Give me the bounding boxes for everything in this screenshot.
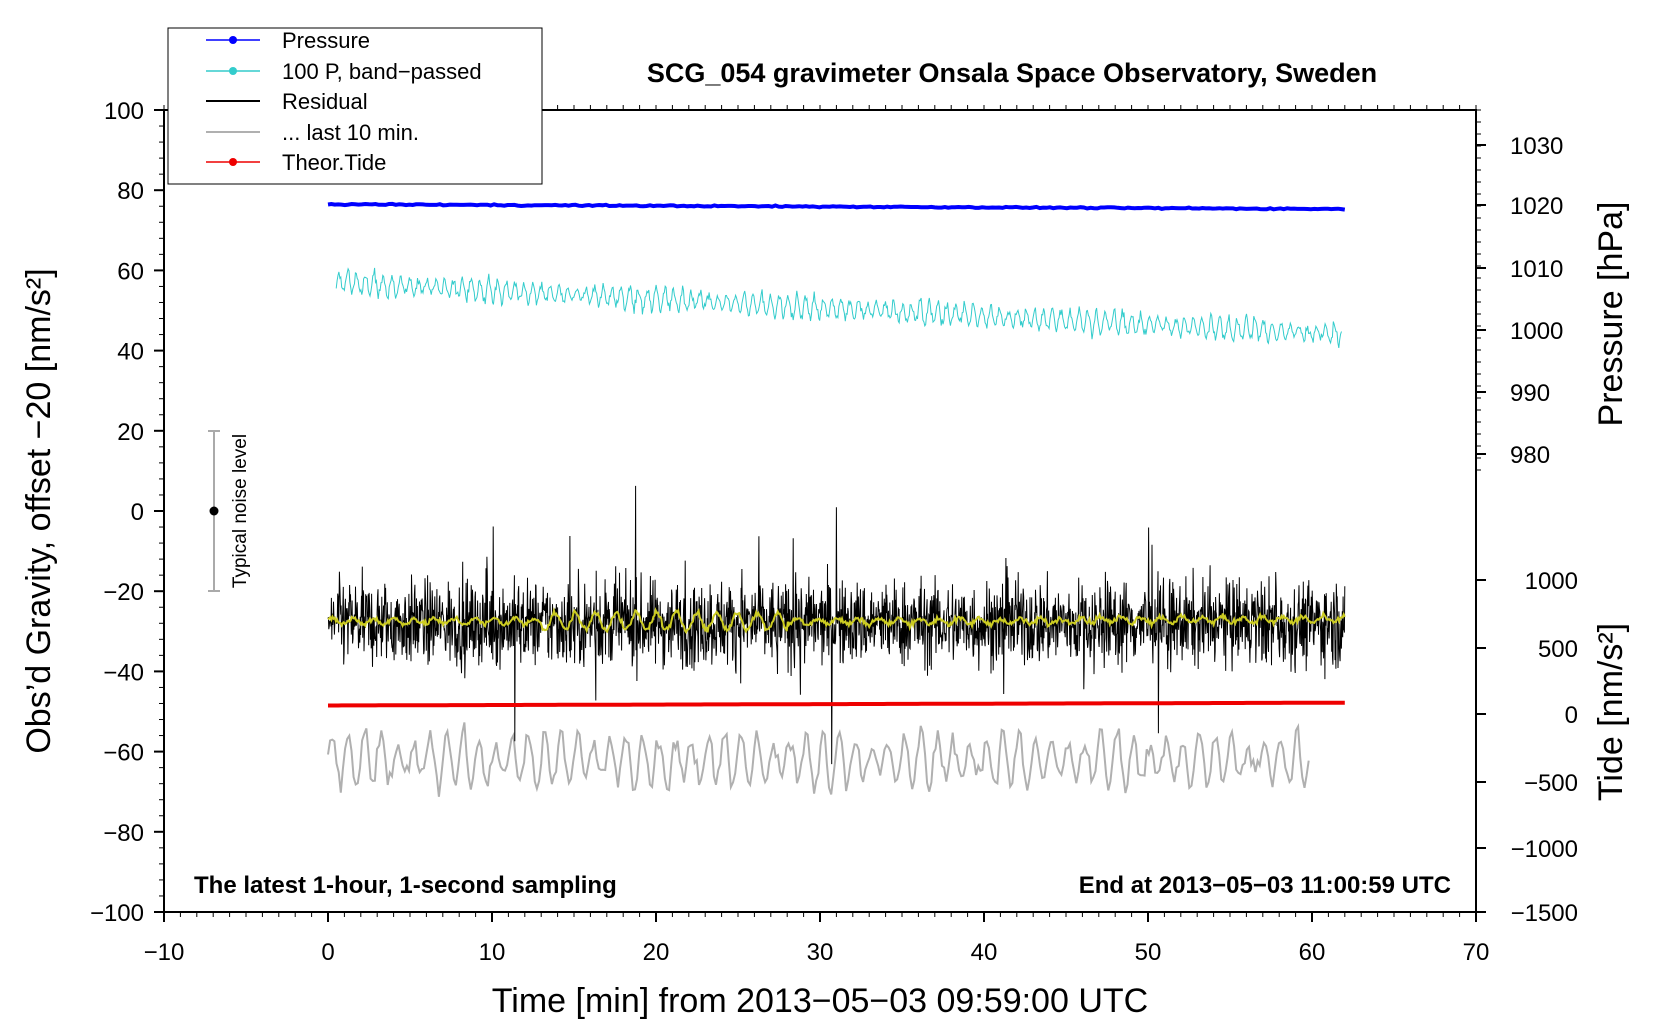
pressure-tick-label: 1030	[1510, 133, 1563, 160]
pressure-axis-title: Pressure [hPa]	[1592, 202, 1630, 427]
x-tick-label: 20	[643, 939, 670, 966]
y-tick-label: 80	[117, 178, 144, 205]
legend-label-last10: ... last 10 min.	[282, 120, 419, 145]
pressure-tick-label: 980	[1510, 442, 1550, 469]
series-residual	[327, 485, 1346, 765]
x-tick-label: 0	[321, 939, 334, 966]
x-tick-label: 30	[807, 939, 834, 966]
y-tick-label: 0	[131, 499, 144, 526]
pressure-tick-label: 1020	[1510, 193, 1563, 220]
legend-label-tide: Theor.Tide	[282, 150, 386, 175]
chart-title: SCG_054 gravimeter Onsala Space Observat…	[647, 58, 1377, 88]
y-tick-label: 60	[117, 258, 144, 285]
y-tick-label: 20	[117, 419, 144, 446]
note-right: End at 2013−05−03 11:00:59 UTC	[1079, 872, 1451, 899]
series-layer	[327, 201, 1346, 797]
legend-item-tide: Theor.Tide	[206, 150, 386, 175]
legend-item-residual: Residual	[206, 89, 368, 114]
x-tick-label: 60	[1299, 939, 1326, 966]
y-tick-label: −60	[103, 740, 144, 767]
y-tick-label: 40	[117, 339, 144, 366]
tide-tick-label: −1500	[1511, 900, 1578, 927]
x-tick-label: 10	[479, 939, 506, 966]
y-tick-label: 100	[104, 98, 144, 125]
note-left: The latest 1-hour, 1-second sampling	[194, 872, 617, 899]
x-tick-label: 40	[971, 939, 998, 966]
tick-layer	[154, 105, 1486, 922]
series-pressure	[327, 201, 1346, 212]
pressure-tick-labels: 1030 1020 1010 1000 990 980	[1510, 133, 1563, 469]
series-theoretical-tide	[328, 700, 1345, 708]
pressure-tick-label: 1010	[1510, 256, 1563, 283]
tide-tick-label: 500	[1538, 636, 1578, 663]
legend-label-bandpassed: 100 P, band−passed	[282, 59, 482, 84]
legend: Pressure 100 P, band−passed Residual ...…	[167, 27, 543, 185]
series-smoothed-residual	[327, 606, 1346, 635]
tide-tick-label: −500	[1524, 770, 1578, 797]
noise-bar-label: Typical noise level	[230, 434, 251, 588]
legend-item-bandpassed: 100 P, band−passed	[206, 59, 482, 84]
y-tick-labels: 100 80 60 40 20 0 −20 −40 −60 −80 −100	[90, 98, 144, 927]
legend-item-pressure: Pressure	[206, 28, 370, 53]
x-tick-label: 50	[1135, 939, 1162, 966]
tide-tick-label: −1000	[1511, 836, 1578, 863]
pressure-tick-label: 990	[1510, 380, 1550, 407]
tide-tick-labels: 1000 500 0 −500 −1000 −1500	[1511, 568, 1578, 927]
y-tick-label: −100	[90, 900, 144, 927]
tide-tick-label: 1000	[1525, 568, 1578, 595]
legend-label-pressure: Pressure	[282, 28, 370, 53]
legend-item-last10: ... last 10 min.	[206, 120, 419, 145]
legend-label-residual: Residual	[282, 89, 368, 114]
y-tick-label: −40	[103, 659, 144, 686]
y-tick-label: −80	[103, 820, 144, 847]
x-tick-label: 70	[1463, 939, 1490, 966]
y-axis-title: Obs’d Gravity, offset −20 [nm/s²]	[20, 268, 58, 753]
pressure-tick-label: 1000	[1510, 318, 1563, 345]
x-tick-labels: −10 0 10 20 30 40 50 60 70	[144, 939, 1490, 966]
y-tick-label: −20	[103, 579, 144, 606]
series-last-10-min	[327, 722, 1310, 797]
noise-level-indicator: Typical noise level	[208, 430, 251, 592]
tide-tick-label: 0	[1565, 702, 1578, 729]
x-tick-label: −10	[144, 939, 185, 966]
series-pressure-bandpassed	[335, 267, 1342, 348]
plot-frame	[163, 109, 1477, 913]
noise-bar-dot	[209, 506, 219, 516]
tide-axis-title: Tide [nm/s²]	[1592, 623, 1630, 801]
legend-box	[167, 27, 543, 185]
x-axis-title: Time [min] from 2013−05−03 09:59:00 UTC	[492, 982, 1148, 1020]
